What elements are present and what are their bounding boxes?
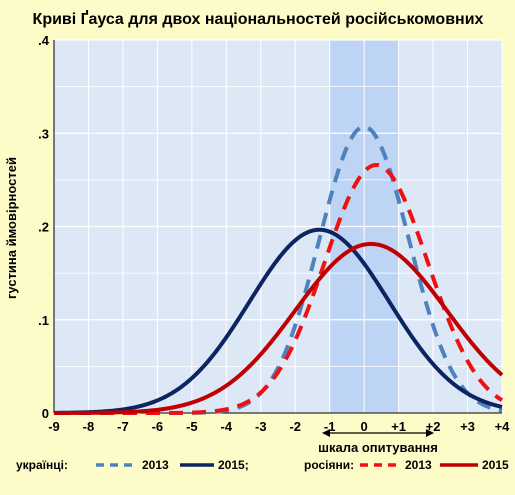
x-tick-label: -8: [83, 419, 95, 434]
x-tick-label: -6: [152, 419, 164, 434]
legend-label: 2015;: [218, 458, 249, 472]
x-axis-label: шкала опитування: [318, 440, 438, 455]
x-axis-arrow-left-head: [322, 429, 330, 437]
x-tick-label: -5: [186, 419, 198, 434]
legend: українці: 2013 2015; росіяни: 2013 2015: [16, 458, 509, 472]
series-line: [53, 241, 504, 415]
y-tick-label: .1: [38, 313, 49, 328]
x-tick-label: -9: [48, 419, 60, 434]
legend-label: 2013: [142, 458, 169, 472]
x-tick-label: -1: [324, 419, 336, 434]
x-tick-label: +2: [426, 419, 441, 434]
grid-lines: [53, 39, 503, 414]
x-tick-label: -7: [117, 419, 129, 434]
x-tick-label: +1: [391, 419, 406, 434]
x-tick-label: -4: [221, 419, 233, 434]
x-tick-label: 0: [361, 419, 368, 434]
chart-title: Криві Ґауса для двох національностей рос…: [33, 9, 484, 28]
x-axis-arrow-right-head: [426, 429, 434, 437]
x-tick-label: -2: [289, 419, 301, 434]
x-tick-label: -3: [255, 419, 267, 434]
y-tick-label: 0: [42, 406, 49, 421]
y-tick-labels: 0 .1 .2 .3 .4: [38, 33, 50, 421]
series-line: [53, 227, 503, 415]
x-tick-label: +4: [495, 419, 511, 434]
legend-label: українці:: [16, 458, 68, 472]
y-tick-label: .2: [38, 220, 49, 235]
legend-label: росіяни:: [304, 458, 354, 472]
y-tick-label: .4: [38, 33, 50, 48]
legend-label: 2015: [482, 458, 509, 472]
series-layer: [53, 124, 504, 415]
x-tick-labels: -9 -8 -7 -6 -5 -4 -3 -2 -1 0 +1 +2 +3 +4: [48, 419, 510, 434]
legend-label: 2013: [405, 458, 432, 472]
x-axis-label-group: шкала опитування: [318, 429, 438, 455]
y-axis-label: густина ймовірностей: [4, 157, 19, 299]
x-tick-label: +3: [460, 419, 475, 434]
y-tick-label: .3: [38, 126, 49, 141]
